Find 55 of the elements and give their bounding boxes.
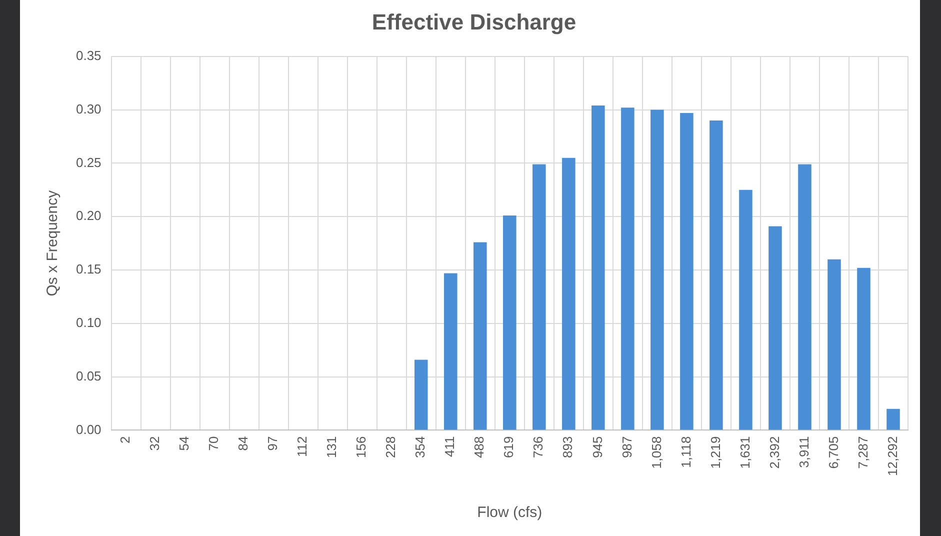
bar — [562, 158, 576, 430]
x-tick-label: 70 — [206, 436, 222, 451]
x-tick-label: 1,219 — [708, 436, 723, 469]
x-tick-label: 112 — [294, 436, 310, 457]
x-tick-label: 32 — [147, 436, 162, 451]
y-axis-title: Qs x Frequency — [44, 190, 62, 296]
x-tick-label: 945 — [590, 436, 605, 458]
x-tick-label: 228 — [383, 436, 398, 458]
bar — [444, 273, 458, 430]
bar — [414, 360, 428, 430]
x-tick-label: 3,911 — [796, 436, 812, 468]
x-tick-label: 488 — [472, 436, 487, 458]
y-tick-label: 0.05 — [76, 368, 102, 384]
x-tick-label: 1,058 — [648, 436, 664, 469]
x-tick-label: 156 — [354, 436, 369, 458]
y-tick-label: 0.35 — [76, 48, 102, 63]
bar — [739, 190, 752, 430]
bar — [621, 108, 634, 430]
x-tick-label: 12,292 — [884, 436, 900, 476]
y-tick-label: 0.25 — [76, 154, 102, 170]
bar — [886, 408, 900, 430]
x-tick-label: 411 — [442, 436, 458, 457]
x-tick-label: 6,705 — [826, 436, 841, 469]
bar — [503, 216, 516, 430]
x-tick-label: 84 — [236, 436, 251, 451]
y-tick-label: 0.00 — [76, 422, 102, 437]
bar — [680, 113, 694, 430]
bar — [592, 106, 605, 430]
chart-title: Effective Discharge — [372, 9, 576, 34]
x-tick-label: 131 — [324, 436, 340, 458]
bar — [650, 110, 664, 430]
x-tick-label: 619 — [501, 436, 516, 458]
bar — [474, 242, 487, 430]
y-tick-label: 0.30 — [76, 101, 102, 116]
bar — [798, 164, 812, 430]
x-tick-label: 736 — [530, 436, 546, 458]
x-axis-title: Flow (cfs) — [477, 504, 542, 522]
x-tick-label: 54 — [176, 436, 192, 451]
x-tick-label: 97 — [265, 436, 280, 451]
bar — [828, 259, 841, 430]
y-tick-label: 0.15 — [76, 262, 102, 277]
x-tick-label: 2,392 — [766, 436, 782, 469]
bar — [857, 268, 870, 430]
y-tick-label: 0.10 — [76, 315, 102, 330]
x-tick-label: 354 — [412, 436, 428, 458]
x-tick-label: 2 — [118, 436, 133, 444]
bar — [768, 226, 782, 430]
bar — [710, 120, 723, 430]
bar — [532, 164, 546, 430]
x-tick-label: 1,631 — [737, 436, 752, 469]
x-tick-label: 7,287 — [855, 436, 870, 469]
x-tick-label: 893 — [560, 436, 576, 458]
x-tick-label: 987 — [619, 436, 634, 458]
y-tick-label: 0.20 — [76, 208, 102, 224]
x-tick-label: 1,118 — [678, 436, 694, 468]
